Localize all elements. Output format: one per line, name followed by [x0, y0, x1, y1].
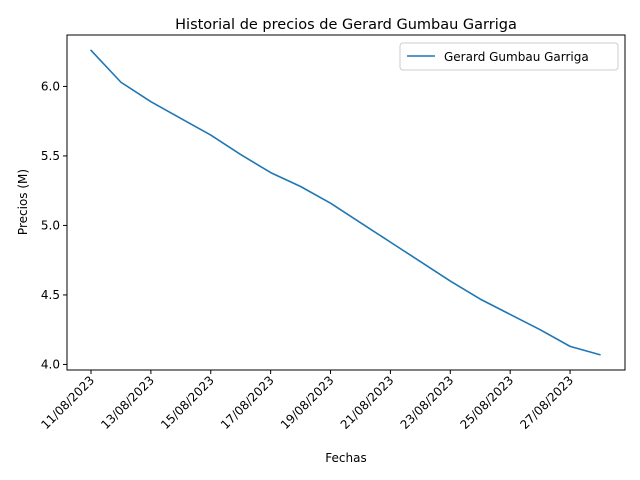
- x-axis-ticks: 11/08/2023 13/08/2023 15/08/2023 17/08/2023…: [38, 370, 576, 432]
- y-tick-label: 4.0: [41, 357, 60, 371]
- x-tick-label: 23/08/2023: [398, 373, 457, 432]
- y-axis-label: Precios (M): [16, 169, 30, 235]
- x-tick-label: 13/08/2023: [98, 373, 157, 432]
- y-tick-label: 5.5: [41, 149, 60, 163]
- x-tick-label: 19/08/2023: [278, 373, 337, 432]
- legend: Gerard Gumbau Garriga: [399, 42, 619, 71]
- plot-frame: [66, 34, 626, 371]
- y-tick-label: 5.0: [41, 218, 60, 232]
- legend-box: [399, 42, 619, 71]
- y-tick-label: 4.5: [41, 288, 60, 302]
- y-tick-label: 6.0: [41, 79, 60, 93]
- x-tick-label: 25/08/2023: [457, 373, 516, 432]
- series-line: [90, 49, 601, 356]
- x-tick-label: 11/08/2023: [38, 373, 97, 432]
- y-axis-ticks: 4.0 4.5 5.0 5.5 6.0: [41, 79, 67, 371]
- x-tick-label: 15/08/2023: [158, 373, 217, 432]
- chart-title: Historial de precios de Gerard Gumbau Ga…: [175, 17, 517, 33]
- x-tick-label: 27/08/2023: [517, 373, 576, 432]
- x-axis-label: Fechas: [325, 451, 366, 465]
- x-tick-label: 17/08/2023: [218, 373, 277, 432]
- x-tick-label: 21/08/2023: [338, 373, 397, 432]
- legend-label: Gerard Gumbau Garriga: [444, 50, 589, 64]
